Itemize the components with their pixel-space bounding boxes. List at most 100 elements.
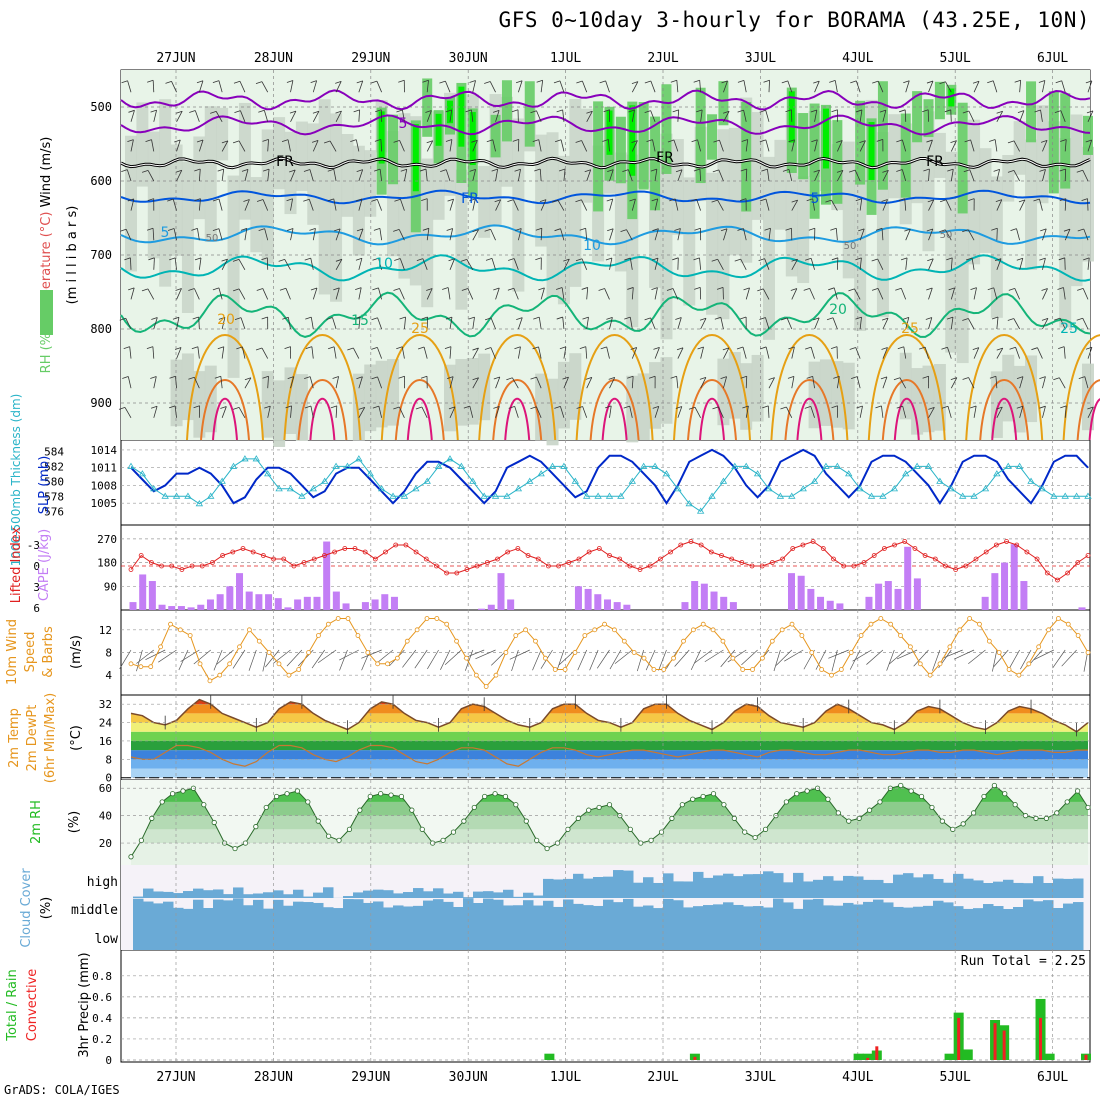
thickness-marker: [309, 485, 317, 492]
lifted-marker: [932, 556, 938, 562]
wind-barb: [449, 346, 452, 359]
surface-wind-barb: [690, 649, 701, 671]
wind-barb: [723, 80, 728, 93]
rh-mid-band: [979, 148, 992, 253]
temp-ylabel-0: 2m Temp: [7, 708, 22, 768]
thickness-marker: [412, 485, 420, 492]
wind-barb-flag: [672, 257, 679, 261]
cloud-cell: [763, 926, 774, 950]
lifted-index-line: [130, 540, 1089, 581]
wind-speed-marker: [227, 661, 233, 667]
wind-barb-flag: [1016, 405, 1023, 409]
wind-barb-flag: [493, 376, 500, 380]
wind-barb: [676, 376, 679, 389]
temp-tick: 24: [99, 717, 113, 730]
surface-wind-barb: [193, 649, 211, 665]
top-date-label: 4JUL: [842, 51, 873, 66]
cloud-cell: [173, 893, 184, 898]
wind-barb-flag: [372, 287, 379, 291]
wind-barb: [631, 287, 634, 300]
wind-barb-flag: [421, 316, 428, 320]
wind-speed-marker: [207, 678, 213, 684]
wind-barb: [130, 139, 134, 152]
thickness-tick: 578: [44, 490, 64, 503]
wind-speed-marker: [138, 664, 144, 670]
rh-bright-band: [868, 122, 875, 180]
cloud-cell: [343, 896, 354, 898]
wind-barb: [791, 139, 795, 152]
wind-barb-flag: [330, 405, 337, 409]
wind-barb: [563, 346, 567, 359]
cloud-cell: [543, 900, 554, 926]
wind-barb: [466, 259, 474, 270]
cloud-cell: [723, 926, 734, 950]
wind-barb: [699, 168, 702, 182]
lifted-marker: [332, 549, 338, 555]
cloud-cell: [193, 926, 204, 950]
wind-barb: [628, 169, 633, 182]
wind-barb-flag: [398, 375, 405, 379]
wind-barb-flag: [646, 139, 653, 143]
cloud-cell: [733, 926, 744, 950]
surface-wind-barb: [866, 649, 884, 665]
cloud-cell: [763, 907, 774, 926]
rh-low-band: [922, 365, 935, 433]
cloud-cell: [233, 926, 244, 950]
wind-barb: [124, 407, 132, 418]
wind-barb-flag: [535, 257, 542, 261]
isotherm-35-arch: [601, 397, 628, 441]
wind-barb: [400, 199, 405, 211]
wind-barb: [581, 199, 588, 211]
wind-barb: [768, 377, 775, 389]
wind-barb-flag: [421, 198, 428, 201]
rh2m-marker: [398, 793, 405, 800]
cape-bar: [255, 594, 263, 610]
thickness-marker: [776, 492, 785, 499]
wind-barb-flag: [676, 347, 684, 351]
cloud-cell: [843, 875, 854, 898]
thickness-marker: [958, 492, 967, 499]
rh2m-marker: [409, 807, 415, 813]
thickness-line: [130, 458, 1088, 512]
wind-barb-flag: [532, 139, 539, 143]
wind-barb: [928, 258, 934, 270]
rh-low-band: [284, 367, 297, 434]
cape-bar: [623, 604, 631, 610]
rh2m-marker: [752, 834, 758, 841]
wind-barb: [1063, 287, 1066, 300]
precip-total-bar: [962, 1049, 973, 1060]
wind-barb-flag: [232, 406, 240, 410]
isotherm-25-arch: [478, 334, 557, 441]
wind-barb-flag: [122, 376, 129, 379]
lifted-marker: [678, 542, 684, 548]
wind-barb-flag: [243, 199, 250, 202]
thickness-marker: [799, 485, 807, 492]
wind-barb: [745, 168, 748, 182]
wind-barb-flag: [808, 227, 815, 231]
pressure-tick: 800: [90, 322, 112, 336]
wind-barb: [699, 257, 702, 270]
cloud-cell: [733, 876, 744, 898]
lifted-marker: [1004, 539, 1009, 544]
wind-barb: [176, 347, 182, 359]
wind-barb-flag: [284, 346, 291, 349]
wind-barb-flag: [1081, 198, 1088, 201]
wind-barb: [563, 258, 570, 270]
wind-barb: [928, 169, 930, 182]
wind-barb: [560, 228, 565, 241]
wind-barb: [765, 110, 770, 122]
rh-green-band: [1083, 115, 1093, 155]
wind-barb: [358, 287, 362, 300]
cloud-cell: [1063, 878, 1074, 898]
wind-barb-flag: [1017, 110, 1025, 113]
lifted-marker: [790, 546, 796, 551]
wind-barb-flag: [722, 347, 730, 351]
cloud-cell: [203, 926, 214, 950]
wind-barb-flag: [825, 199, 832, 203]
wind-barb-flag: [221, 140, 229, 144]
lifted-marker: [708, 549, 714, 555]
wind-barb-flag: [624, 316, 631, 320]
wind-barb: [700, 109, 703, 122]
wind-barb: [996, 347, 1004, 359]
cloud-cell: [163, 891, 174, 898]
